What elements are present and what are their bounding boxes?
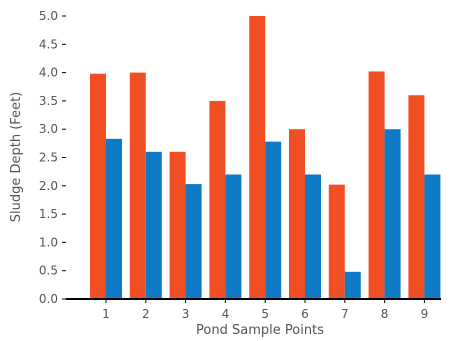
bar-series-2-point-3	[185, 184, 202, 299]
y-tick-label: 4.5	[39, 37, 58, 51]
y-tick-label: 0.0	[39, 292, 58, 306]
y-tick-label: 3.0	[39, 122, 58, 136]
bar-series-1-point-3	[169, 151, 186, 299]
y-tick-label: 4.0	[39, 66, 58, 80]
x-axis-ticks: 1 2 3 4 5 6 7 8 9	[102, 299, 428, 321]
x-tick-label: 4	[222, 307, 230, 321]
y-tick-label: 1.5	[39, 207, 58, 221]
y-tick-label: 1.0	[39, 235, 58, 249]
x-tick-label: 5	[261, 307, 269, 321]
bar-series-2-point-4	[225, 174, 242, 299]
bar-series-1-point-2	[129, 72, 146, 299]
y-tick-label: 0.5	[39, 264, 58, 278]
y-tick-label: 3.5	[39, 94, 58, 108]
bar-series-1-point-6	[289, 129, 305, 299]
bar-series-2-point-6	[305, 174, 321, 299]
x-tick-label: 1	[102, 307, 110, 321]
y-tick-label: 2.0	[39, 179, 58, 193]
bar-series-2-point-8	[384, 129, 401, 299]
y-axis-ticks: 0.0 0.5 1.0 1.5 2.0 2.5 3.0 3.5 4.0 4.5 5.0	[39, 9, 66, 306]
bar-series-2-point-7	[344, 271, 361, 299]
bar-series-1-point-8	[368, 71, 385, 299]
x-axis-title: Pond Sample Points	[196, 323, 324, 338]
bar-series-1-point-9	[408, 95, 425, 300]
bar-series-1-point-5	[249, 16, 266, 299]
x-tick-label: 8	[381, 307, 389, 321]
bars	[90, 16, 441, 300]
bar-series-2-point-5	[265, 141, 282, 299]
y-axis-title: Sludge Depth (Feet)	[9, 92, 24, 222]
x-tick-label: 7	[341, 307, 349, 321]
bar-series-1-point-1	[90, 73, 106, 300]
x-tick-label: 2	[142, 307, 150, 321]
bar-series-2-point-2	[145, 151, 162, 299]
x-tick-label: 6	[301, 307, 309, 321]
bar-series-2-point-1	[106, 138, 122, 299]
y-tick-label: 2.5	[39, 151, 58, 165]
x-tick-label: 9	[421, 307, 429, 321]
y-tick-label: 5.0	[39, 9, 58, 23]
x-tick-label: 3	[182, 307, 190, 321]
bar-series-1-point-7	[328, 184, 345, 299]
bar-series-2-point-9	[424, 174, 441, 299]
bar-series-1-point-4	[209, 100, 226, 300]
